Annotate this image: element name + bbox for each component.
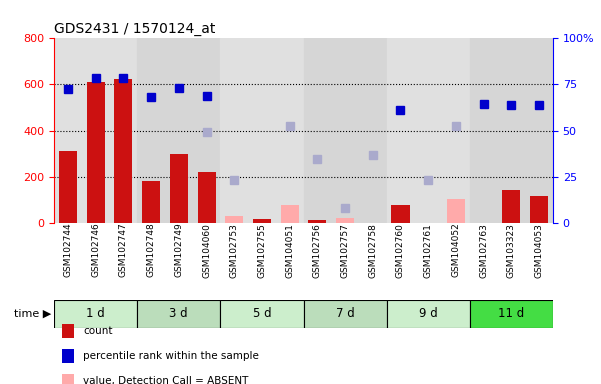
Bar	[54, 300, 137, 328]
Text: GSM104051: GSM104051	[285, 223, 294, 278]
Text: GSM102760: GSM102760	[396, 223, 405, 278]
Bar	[391, 205, 409, 223]
Bar	[225, 216, 243, 223]
Text: GSM102755: GSM102755	[257, 223, 266, 278]
Text: 7 d: 7 d	[336, 308, 355, 320]
Text: GSM102758: GSM102758	[368, 223, 377, 278]
Text: 3 d: 3 d	[169, 308, 188, 320]
Bar	[502, 190, 520, 223]
Bar	[304, 38, 386, 223]
Bar	[61, 324, 74, 338]
Text: GSM102748: GSM102748	[147, 223, 156, 278]
Text: 9 d: 9 d	[419, 308, 438, 320]
Bar	[530, 195, 548, 223]
Bar	[304, 300, 386, 328]
Text: value, Detection Call = ABSENT: value, Detection Call = ABSENT	[83, 376, 248, 384]
Bar	[142, 180, 160, 223]
Bar	[221, 300, 304, 328]
Text: GSM102757: GSM102757	[341, 223, 350, 278]
Bar	[253, 219, 271, 223]
Bar	[61, 349, 74, 363]
Bar	[87, 82, 105, 223]
Text: count: count	[83, 326, 112, 336]
Bar	[470, 38, 553, 223]
Bar	[137, 300, 221, 328]
Bar	[114, 79, 132, 223]
Text: GSM103323: GSM103323	[507, 223, 516, 278]
Bar	[386, 38, 470, 223]
Bar	[54, 38, 137, 223]
Text: GSM102753: GSM102753	[230, 223, 239, 278]
Text: GDS2431 / 1570124_at: GDS2431 / 1570124_at	[54, 22, 216, 36]
Bar	[470, 300, 553, 328]
Text: GSM104053: GSM104053	[534, 223, 543, 278]
Text: GSM102756: GSM102756	[313, 223, 322, 278]
Text: 11 d: 11 d	[498, 308, 525, 320]
Text: GSM104052: GSM104052	[451, 223, 460, 278]
Bar	[59, 151, 77, 223]
Bar	[336, 218, 354, 223]
Text: GSM102749: GSM102749	[174, 223, 183, 278]
Bar	[198, 172, 216, 223]
Text: GSM104060: GSM104060	[202, 223, 211, 278]
Bar	[281, 205, 299, 223]
Text: GSM102747: GSM102747	[119, 223, 128, 278]
Bar	[447, 199, 465, 223]
Bar	[61, 374, 74, 384]
Text: 5 d: 5 d	[252, 308, 271, 320]
Text: 1 d: 1 d	[87, 308, 105, 320]
Text: GSM102746: GSM102746	[91, 223, 100, 278]
Text: GSM102761: GSM102761	[424, 223, 433, 278]
Text: time ▶: time ▶	[14, 309, 51, 319]
Bar	[221, 38, 304, 223]
Bar	[308, 220, 326, 223]
Text: GSM102744: GSM102744	[64, 223, 73, 277]
Text: percentile rank within the sample: percentile rank within the sample	[83, 351, 259, 361]
Text: GSM102763: GSM102763	[479, 223, 488, 278]
Bar	[170, 154, 188, 223]
Bar	[386, 300, 470, 328]
Bar	[137, 38, 221, 223]
